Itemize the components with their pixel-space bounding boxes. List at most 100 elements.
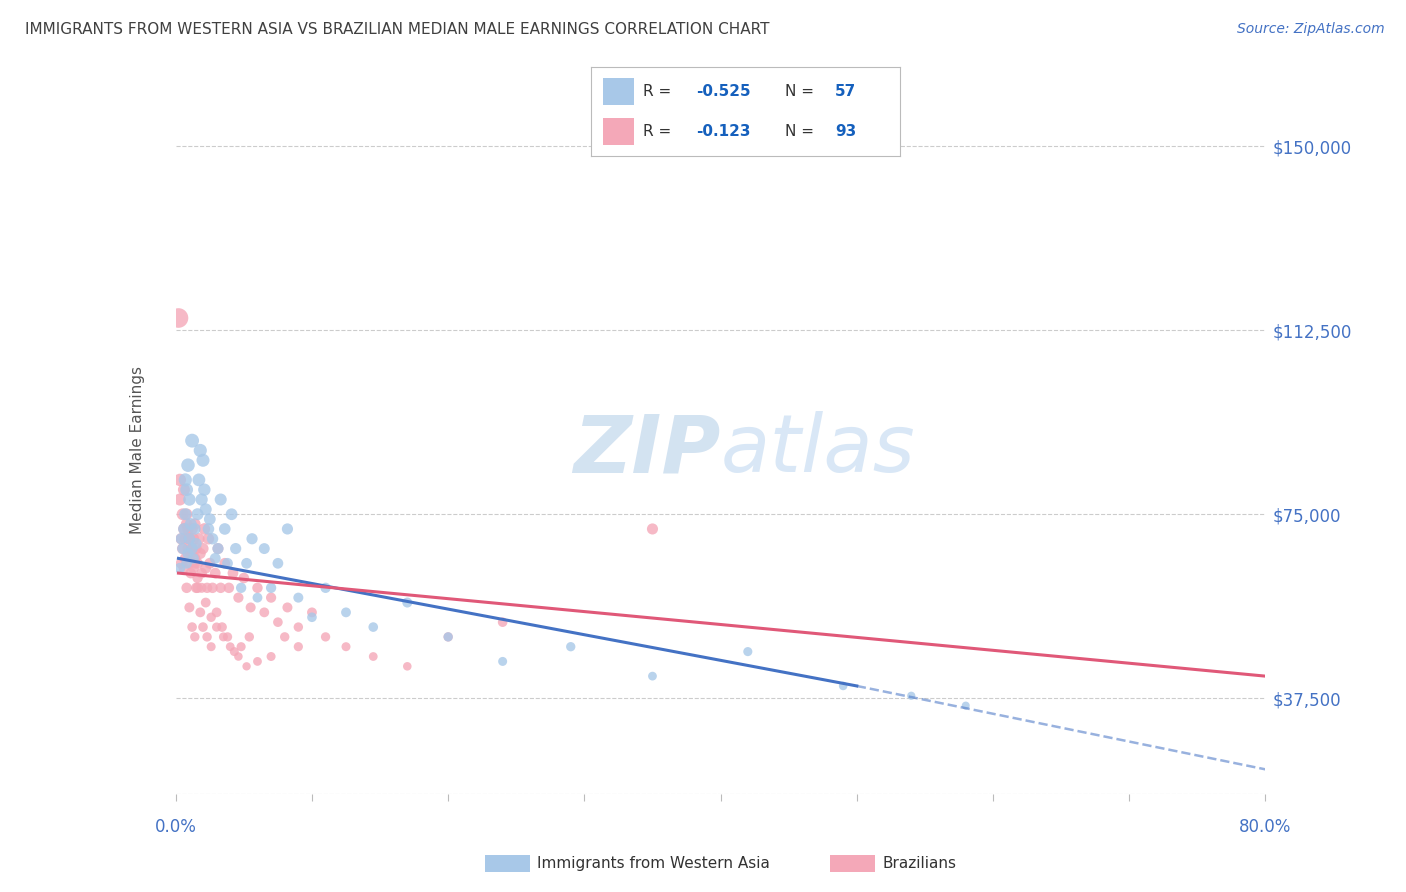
Point — [190, 581, 212, 595]
Point — [361, 649, 384, 664]
Point — [737, 644, 759, 658]
Point — [181, 522, 204, 536]
Point — [955, 698, 977, 713]
Text: atlas: atlas — [721, 411, 915, 490]
Point — [173, 561, 195, 575]
Point — [246, 581, 269, 595]
Point — [194, 502, 217, 516]
Point — [205, 605, 228, 619]
Point — [492, 655, 515, 669]
Point — [235, 659, 257, 673]
Point — [231, 581, 253, 595]
Point — [267, 615, 290, 630]
Text: N =: N = — [786, 85, 820, 99]
Point — [191, 541, 214, 556]
Point — [217, 630, 239, 644]
Point — [184, 557, 207, 571]
Point — [641, 669, 664, 683]
Point — [187, 532, 209, 546]
Point — [214, 522, 236, 536]
Point — [198, 557, 221, 571]
Point — [239, 600, 262, 615]
Point — [207, 541, 229, 556]
Point — [228, 591, 250, 605]
Point — [194, 596, 217, 610]
Point — [201, 581, 224, 595]
Point — [169, 473, 191, 487]
Point — [832, 679, 855, 693]
Point — [315, 630, 337, 644]
Point — [180, 566, 202, 581]
Point — [174, 551, 197, 566]
Point — [225, 541, 247, 556]
Point — [174, 473, 197, 487]
Text: Median Male Earnings: Median Male Earnings — [131, 367, 145, 534]
Point — [177, 546, 200, 561]
Point — [179, 492, 201, 507]
Text: Brazilians: Brazilians — [883, 856, 957, 871]
Point — [219, 640, 242, 654]
Point — [193, 483, 215, 497]
Point — [172, 541, 194, 556]
Text: N =: N = — [786, 124, 820, 138]
Point — [335, 605, 357, 619]
Point — [186, 581, 209, 595]
Point — [335, 640, 357, 654]
Point — [212, 630, 235, 644]
Point — [253, 605, 276, 619]
Point — [186, 581, 208, 595]
Point — [177, 522, 200, 536]
Point — [174, 532, 197, 546]
Point — [190, 492, 212, 507]
Point — [183, 532, 205, 546]
Point — [195, 630, 218, 644]
Point — [246, 591, 269, 605]
Text: Immigrants from Western Asia: Immigrants from Western Asia — [537, 856, 770, 871]
Point — [187, 473, 209, 487]
Point — [209, 492, 232, 507]
Point — [184, 551, 207, 566]
Point — [180, 546, 202, 561]
Point — [209, 581, 232, 595]
Point — [176, 517, 198, 532]
Point — [184, 517, 207, 532]
Point — [301, 610, 323, 624]
Point — [197, 522, 219, 536]
Point — [222, 566, 245, 581]
Point — [217, 557, 239, 571]
Point — [179, 600, 201, 615]
Text: 93: 93 — [835, 124, 856, 138]
Point — [396, 659, 419, 673]
Point — [221, 507, 243, 521]
Point — [900, 689, 922, 703]
Point — [641, 522, 664, 536]
Point — [179, 532, 201, 546]
Point — [186, 571, 209, 585]
Point — [184, 522, 207, 536]
Point — [231, 640, 253, 654]
Point — [287, 620, 309, 634]
Point — [193, 522, 215, 536]
Point — [186, 507, 209, 521]
Point — [276, 522, 298, 536]
Point — [200, 610, 222, 624]
Point — [274, 630, 297, 644]
Point — [177, 541, 200, 556]
Point — [190, 566, 212, 581]
Point — [172, 507, 194, 521]
Point — [191, 620, 214, 634]
Point — [181, 541, 204, 556]
Text: ZIP: ZIP — [574, 411, 721, 490]
Point — [179, 532, 201, 546]
Text: -0.525: -0.525 — [696, 85, 751, 99]
Text: 0.0%: 0.0% — [155, 819, 197, 837]
Point — [396, 596, 419, 610]
Point — [246, 655, 269, 669]
Point — [170, 532, 193, 546]
Point — [181, 434, 204, 448]
Point — [224, 644, 246, 658]
Point — [184, 630, 207, 644]
Point — [276, 600, 298, 615]
Point — [260, 581, 283, 595]
Point — [207, 541, 229, 556]
